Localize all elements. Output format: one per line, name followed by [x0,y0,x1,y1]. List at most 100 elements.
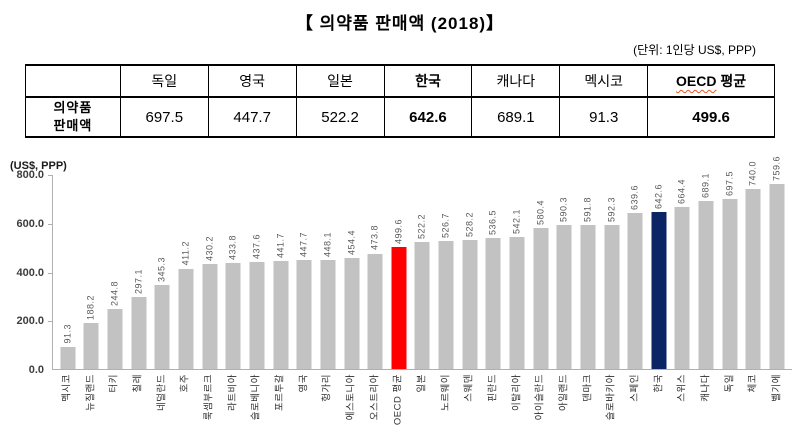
bar-slot: 536.5 [482,175,506,369]
bar-x-label: 네덜란드 [155,374,167,411]
bar-slot: 188.2 [80,175,104,369]
bars-container: 91.3 188.2 244.8 297.1 345.3 411.2 430.2 433.8 4… [53,156,792,369]
bar-slot: 447.7 [292,175,316,369]
bar-x-label: 덴마크 [581,374,593,402]
bar-slot: 664.4 [671,175,695,369]
y-tick-mark [48,272,53,274]
bar [60,346,76,369]
bar-x-label: 터키 [108,374,120,393]
x-label-slot: 라트비아 [221,370,245,432]
bar-value-label: 740.0 [747,160,758,186]
x-label-slot: 헝가리 [315,370,339,432]
bar-value-label: 433.8 [227,235,238,261]
x-label-slot: 체코 [741,370,765,432]
bar-value-label: 580.4 [535,199,546,225]
x-label-slot: 노르웨이 [434,370,458,432]
x-label-slot: 스페인 [623,370,647,432]
bar-value-label: 526.7 [440,212,451,238]
bar-x-label: 한국 [652,374,664,393]
x-label-slot: 멕시코 [55,370,79,432]
bar-x-label: 호주 [179,374,191,393]
bar-value-label: 590.3 [558,197,569,223]
bar-x-label: 독일 [723,374,735,393]
bar [627,213,643,369]
bar-slot: 430.2 [198,175,222,369]
x-label-slot: 아이슬란드 [528,370,552,432]
bar-slot: 411.2 [174,175,198,369]
bar-x-label: 룩셈부르크 [203,374,215,421]
column-header: 일본 [295,64,385,98]
bar-slot: 580.4 [529,175,553,369]
bar-value-label: 448.1 [322,231,333,257]
bar-x-label: 슬로바키아 [605,374,617,421]
x-axis-labels: 멕시코 뉴질랜드 터키 칠레 네덜란드 호주 룩셈부르크 라트비아 슬로베니아 포르투갈 영국 헝가리… [52,370,792,432]
y-tick-mark [48,223,53,225]
value-cell: 697.5 [119,96,209,138]
table-data-row: 의약품 판매액 697.5 447.7 522.2 642.6 689.1 91.3 499.6 [25,96,775,138]
bar-x-label: 스위스 [676,374,688,402]
x-label-slot: 한국 [647,370,671,432]
bar [202,264,218,369]
bar [509,236,525,369]
bar-value-label: 592.3 [606,196,617,222]
y-tick-label: 0.0 [28,364,44,376]
bar-slot: 499.6 [387,175,411,369]
bar-value-label: 430.2 [204,236,215,262]
bar-value-label: 91.3 [62,324,73,344]
x-label-slot: 슬로바키아 [599,370,623,432]
x-label-slot: OECD 평균 [386,370,410,432]
bar-value-label: 473.8 [369,225,380,251]
bar-x-label: 멕시코 [61,374,73,402]
bar [83,323,99,369]
y-tick-label: 400.0 [16,266,44,279]
x-label-slot: 뉴질랜드 [79,370,103,432]
bar [580,224,596,369]
row-header-line: 의약품 [53,100,93,116]
column-header: 독일 [119,64,209,98]
x-label-slot: 캐나다 [694,370,718,432]
bar [604,224,620,369]
y-tick-label: 200.0 [16,315,44,328]
bar [131,296,147,369]
x-label-slot: 슬로베니아 [244,370,268,432]
bar-x-label: 아이슬란드 [534,374,546,421]
y-axis-unit-label: (US$, PPP) [10,160,67,172]
bar [462,240,478,369]
bar-slot: 345.3 [151,175,175,369]
bar [225,263,241,369]
bar-x-label: 스페인 [629,374,641,402]
bar-slot: 297.1 [127,175,151,369]
x-label-slot: 스위스 [670,370,694,432]
x-label-slot: 포르투갈 [268,370,292,432]
bar-value-label: 437.6 [251,234,262,260]
bar-value-label: 411.2 [180,241,191,266]
bar-value-label: 345.3 [156,256,167,282]
bar [698,201,714,369]
bar [178,268,194,369]
bar-slot: 437.6 [245,175,269,369]
bar-x-label: 뉴질랜드 [84,374,96,411]
bar-slot: 454.4 [340,175,364,369]
bar [745,188,761,369]
bar-value-label: 542.1 [511,208,522,234]
bar-value-label: 522.2 [416,213,427,239]
bar [367,253,383,369]
bar [273,261,289,369]
plot-area: 91.3 188.2 244.8 297.1 345.3 411.2 430.2 433.8 4… [48,156,792,370]
bar-x-label: 라트비아 [226,374,238,411]
bar-value-label: 188.2 [85,295,96,321]
bar [485,238,501,369]
bar-value-label: 664.4 [676,179,687,205]
bar-value-label: 297.1 [133,268,144,294]
bar-slot: 433.8 [221,175,245,369]
bar-value-label: 689.1 [700,173,711,199]
column-header-word: 평균 [716,73,747,89]
bar-value-label: 499.6 [393,219,404,245]
bar [722,198,738,369]
bar-x-label: 영국 [297,374,309,393]
bar-slot: 91.3 [56,175,80,369]
bar [154,284,170,369]
bar-value-label: 642.6 [653,184,664,210]
bar-value-label: 591.8 [582,196,593,222]
